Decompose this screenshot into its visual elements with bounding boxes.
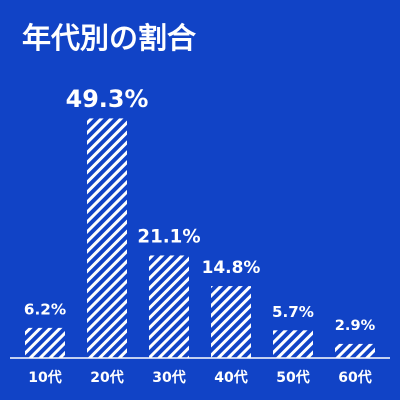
x-tick-label: 30代 <box>152 369 185 386</box>
bar <box>335 343 375 358</box>
bar <box>273 330 313 358</box>
value-label: 2.9% <box>335 317 376 334</box>
value-label: 14.8% <box>202 257 261 277</box>
value-label: 5.7% <box>272 303 314 321</box>
value-label: 21.1% <box>137 226 200 247</box>
bar <box>25 327 65 358</box>
x-tick-label: 50代 <box>276 369 309 386</box>
value-label: 49.3% <box>66 85 149 113</box>
bar <box>211 286 251 358</box>
x-tick-label: 20代 <box>90 369 123 386</box>
value-label: 6.2% <box>24 300 66 318</box>
chart-title: 年代別の割合 <box>22 21 196 55</box>
x-tick-label: 10代 <box>28 369 61 386</box>
bar <box>87 118 127 358</box>
x-tick-label: 60代 <box>338 369 371 386</box>
bar <box>149 255 189 358</box>
x-tick-label: 40代 <box>214 369 247 386</box>
